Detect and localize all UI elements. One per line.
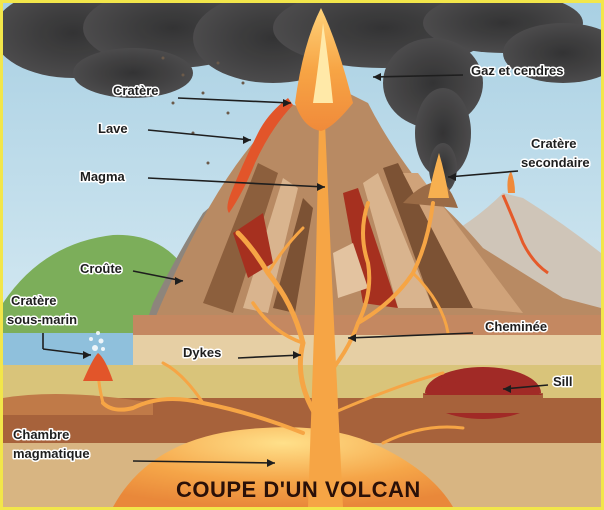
label-cheminee: Cheminée: [485, 319, 547, 334]
ash-cloud: [3, 3, 601, 193]
label-lave: Lave: [98, 121, 128, 136]
green-hill: [3, 234, 188, 333]
dykes: [96, 201, 465, 445]
lava-flow: [227, 98, 293, 213]
label-cratere: Cratère: [113, 83, 159, 98]
submarine-crater: [83, 353, 113, 381]
volcano-cross-section: Cratère Lave Magma Gaz et cendres Cratèr…: [3, 3, 601, 507]
label-arrows: [42, 73, 549, 467]
diagram-title: COUPE D'UN VOLCAN: [176, 477, 421, 502]
label-croute: Croûte: [80, 261, 122, 276]
label-magma: Magma: [80, 169, 126, 184]
label-dykes: Dykes: [183, 345, 221, 360]
main-chimney: [308, 123, 343, 507]
label-cratere-secondaire-line1: Cratère: [531, 136, 577, 151]
volcano-illustration: Cratère Lave Magma Gaz et cendres Cratèr…: [3, 3, 601, 507]
secondary-crater-glow: [428, 153, 449, 198]
label-cratere-sous-marin-line1: Cratère: [11, 293, 57, 308]
label-chambre-line1: Chambre: [13, 427, 69, 442]
label-chambre-line2: magmatique: [13, 446, 90, 461]
label-cratere-secondaire-line2: secondaire: [521, 155, 590, 170]
label-sill: Sill: [553, 374, 573, 389]
label-cratere-sous-marin-line2: sous-marin: [7, 312, 77, 327]
magma-chamber: [113, 427, 453, 507]
label-gaz-cendres: Gaz et cendres: [471, 63, 564, 78]
